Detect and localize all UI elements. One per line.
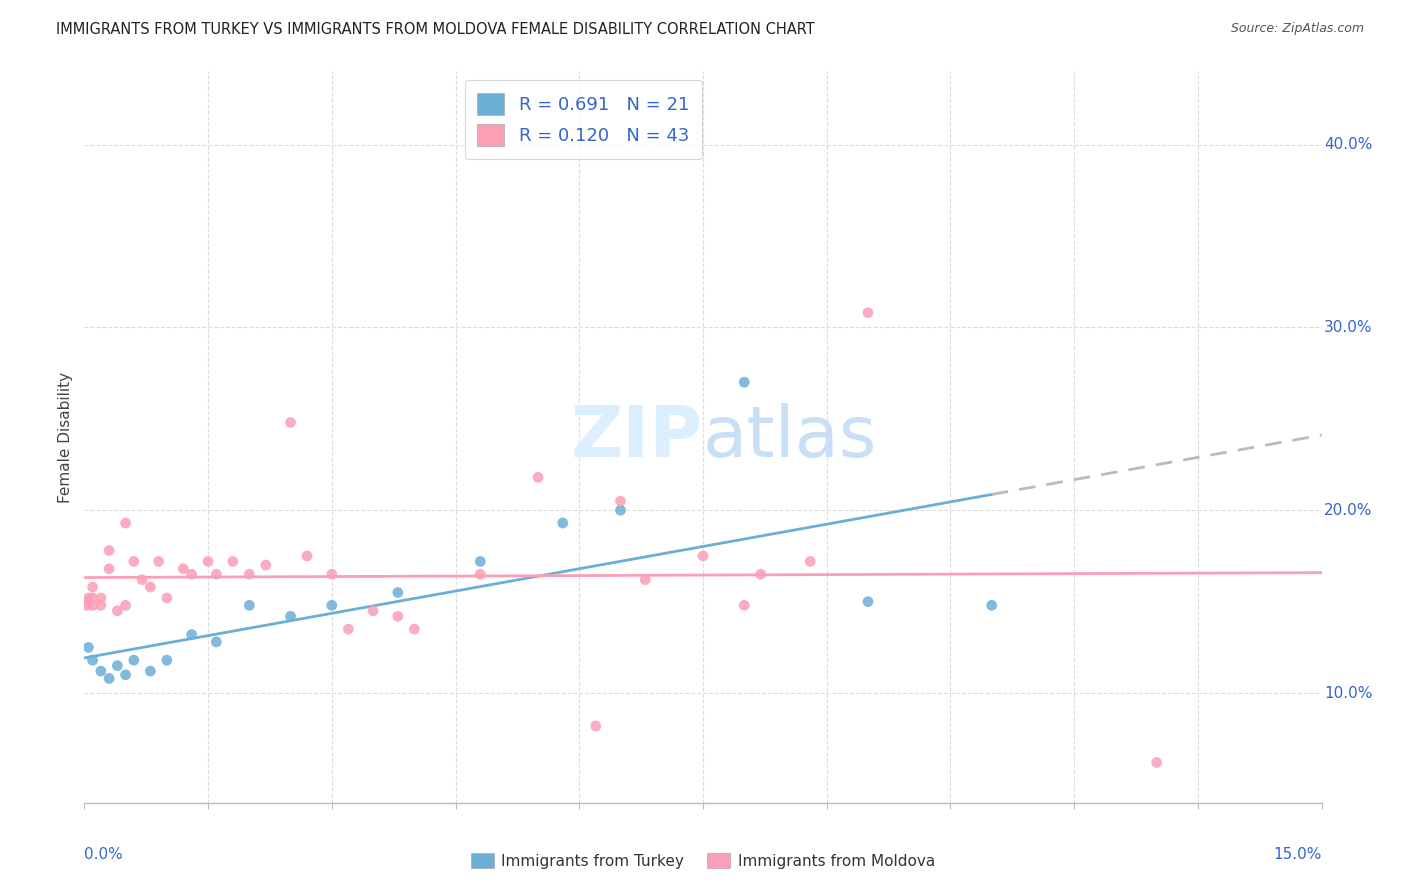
Point bbox=[105, 658, 128, 673]
Point bbox=[749, 567, 772, 582]
Text: IMMIGRANTS FROM TURKEY VS IMMIGRANTS FROM MOLDOVA FEMALE DISABILITY CORRELATION : IMMIGRANTS FROM TURKEY VS IMMIGRANTS FRO… bbox=[56, 22, 815, 37]
Point bbox=[197, 554, 219, 568]
Point bbox=[856, 306, 879, 320]
Text: 10.0%: 10.0% bbox=[1324, 686, 1372, 700]
Point bbox=[114, 516, 136, 530]
Point bbox=[527, 470, 550, 484]
Point bbox=[122, 554, 145, 568]
Point bbox=[156, 653, 179, 667]
Point bbox=[733, 375, 755, 389]
Point bbox=[205, 635, 228, 649]
Text: 15.0%: 15.0% bbox=[1274, 847, 1322, 862]
Point bbox=[98, 543, 121, 558]
Text: Source: ZipAtlas.com: Source: ZipAtlas.com bbox=[1230, 22, 1364, 36]
Point bbox=[90, 599, 112, 613]
Point bbox=[180, 567, 202, 582]
Point bbox=[238, 567, 260, 582]
Text: 40.0%: 40.0% bbox=[1324, 137, 1372, 152]
Point bbox=[295, 549, 318, 563]
Point bbox=[692, 549, 714, 563]
Point bbox=[131, 573, 153, 587]
Point bbox=[321, 599, 343, 613]
Point bbox=[222, 554, 245, 568]
Point bbox=[114, 599, 136, 613]
Point bbox=[387, 609, 409, 624]
Point bbox=[470, 554, 492, 568]
Point bbox=[733, 599, 755, 613]
Text: 30.0%: 30.0% bbox=[1324, 320, 1372, 334]
Point bbox=[105, 604, 128, 618]
Point bbox=[799, 554, 821, 568]
Text: ZIP: ZIP bbox=[571, 402, 703, 472]
Point bbox=[321, 567, 343, 582]
Point bbox=[76, 594, 98, 608]
Text: atlas: atlas bbox=[703, 402, 877, 472]
Point bbox=[387, 585, 409, 599]
Point bbox=[1146, 756, 1168, 770]
Point bbox=[82, 591, 104, 605]
Point bbox=[139, 580, 162, 594]
Point bbox=[585, 719, 607, 733]
Point bbox=[337, 622, 360, 636]
Point bbox=[156, 591, 179, 605]
Point bbox=[856, 594, 879, 608]
Point bbox=[280, 416, 302, 430]
Y-axis label: Female Disability: Female Disability bbox=[58, 371, 73, 503]
Point bbox=[280, 609, 302, 624]
Point bbox=[82, 653, 104, 667]
Point bbox=[77, 640, 100, 655]
Legend: R = 0.691   N = 21, R = 0.120   N = 43: R = 0.691 N = 21, R = 0.120 N = 43 bbox=[464, 80, 702, 159]
Point bbox=[238, 599, 260, 613]
Point bbox=[205, 567, 228, 582]
Point bbox=[180, 627, 202, 641]
Point bbox=[148, 554, 170, 568]
Point bbox=[634, 573, 657, 587]
Legend: Immigrants from Turkey, Immigrants from Moldova: Immigrants from Turkey, Immigrants from … bbox=[465, 847, 941, 875]
Point bbox=[551, 516, 574, 530]
Point bbox=[361, 604, 384, 618]
Point bbox=[609, 503, 631, 517]
Point bbox=[609, 494, 631, 508]
Point bbox=[98, 672, 121, 686]
Point bbox=[82, 599, 104, 613]
Point bbox=[90, 591, 112, 605]
Point bbox=[82, 580, 104, 594]
Text: 0.0%: 0.0% bbox=[84, 847, 124, 862]
Point bbox=[76, 599, 98, 613]
Point bbox=[139, 664, 162, 678]
Point bbox=[172, 562, 194, 576]
Point bbox=[254, 558, 277, 573]
Point bbox=[77, 591, 100, 605]
Point bbox=[404, 622, 426, 636]
Text: 20.0%: 20.0% bbox=[1324, 503, 1372, 517]
Point bbox=[90, 664, 112, 678]
Point bbox=[98, 562, 121, 576]
Point bbox=[114, 667, 136, 681]
Point bbox=[470, 567, 492, 582]
Point bbox=[122, 653, 145, 667]
Point bbox=[980, 599, 1002, 613]
